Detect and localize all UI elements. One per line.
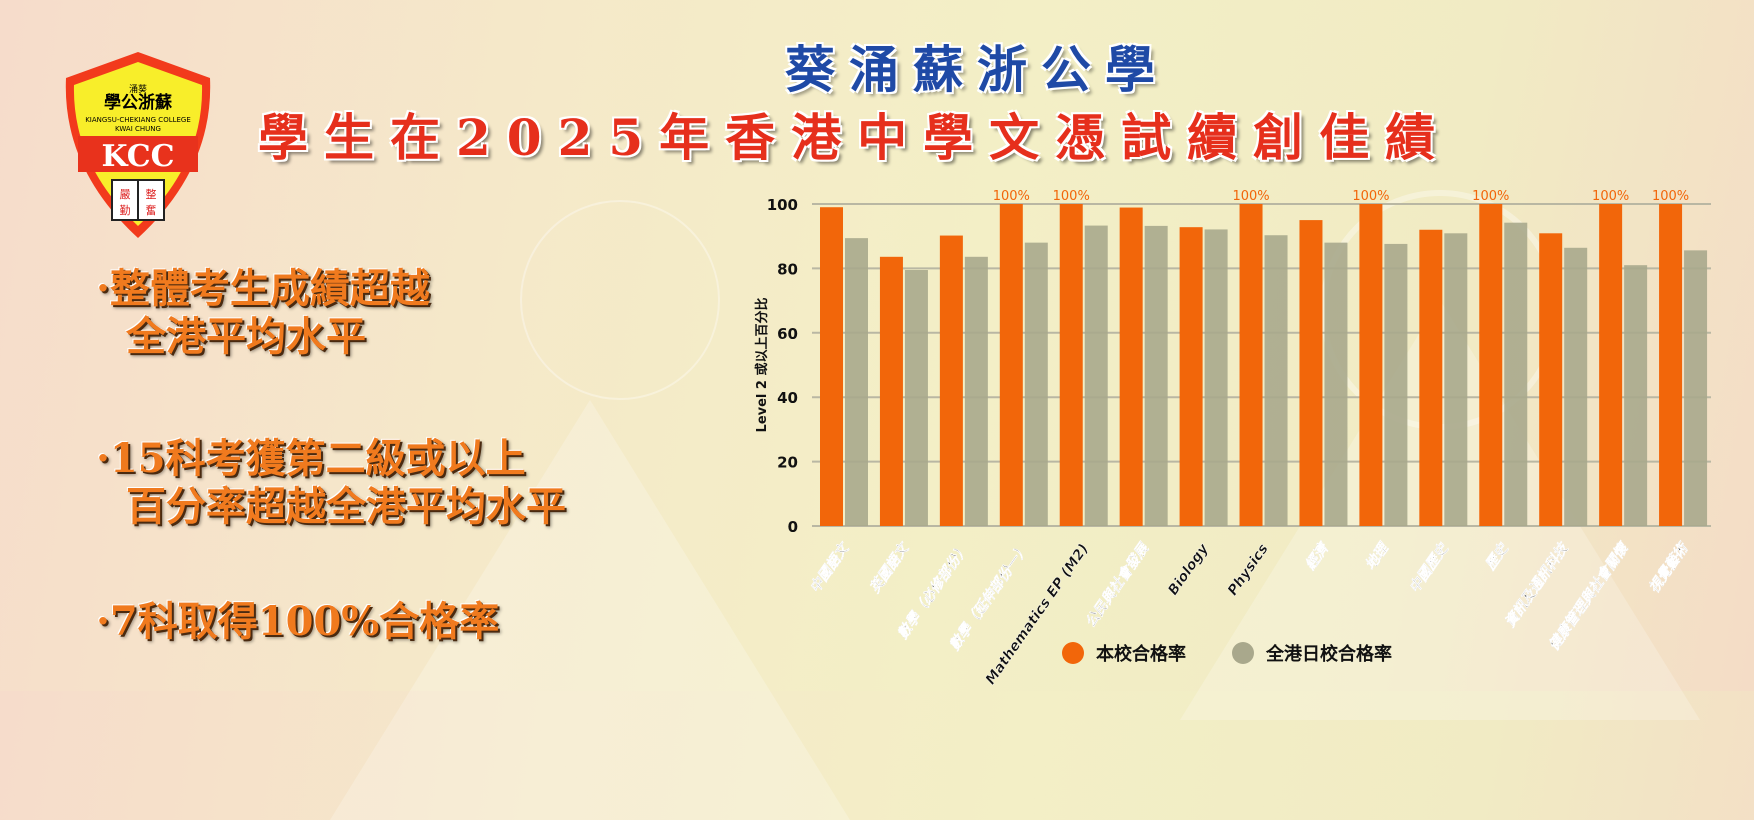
bar-hk — [1264, 235, 1288, 526]
bar-school — [1539, 233, 1563, 526]
bar-hk — [1624, 265, 1648, 526]
y-tick-label: 20 — [777, 454, 798, 472]
data-label: 100% — [1652, 189, 1689, 204]
bar-hk — [1084, 225, 1108, 526]
x-tick-label: 中國歷史 — [1406, 539, 1453, 596]
bar-school — [999, 204, 1023, 526]
highlight-2: ·15科考獲第二級或以上 百分率超越全港平均水平 — [96, 435, 566, 530]
y-tick-label: 80 — [777, 260, 798, 278]
y-tick-label: 60 — [777, 325, 798, 343]
highlight-1: ·整體考生成績超越 全港平均水平 — [96, 265, 430, 360]
bar-school — [1119, 207, 1143, 527]
bar-hk — [1144, 225, 1168, 526]
bar-school — [1359, 204, 1383, 526]
data-label: 100% — [1592, 189, 1629, 204]
bar-hk — [1024, 242, 1048, 526]
bar-hk — [904, 270, 928, 526]
bar-hk — [1204, 229, 1228, 527]
data-label: 100% — [1232, 189, 1269, 204]
x-tick-label: 地理 — [1362, 539, 1393, 573]
legend-hk: 全港日校合格率 — [1232, 640, 1392, 666]
bar-hk — [1504, 222, 1528, 526]
y-tick-label: 100 — [767, 196, 798, 214]
bar-school — [1479, 204, 1503, 526]
legend-school: 本校合格率 — [1062, 640, 1186, 666]
bar-school — [1419, 229, 1443, 526]
x-tick-label: 英國語文 — [866, 538, 914, 597]
highlight-3: ·7科取得100%合格率 — [96, 598, 500, 645]
x-tick-label: Biology — [1165, 540, 1212, 598]
x-tick-label: Physics — [1225, 541, 1272, 599]
x-tick-label: 經濟 — [1301, 538, 1333, 574]
x-tick-label: 中國語文 — [806, 538, 854, 596]
x-tick-label: 資訊及通訊科技 — [1501, 539, 1572, 631]
bar-hk — [1324, 242, 1348, 526]
svg-text:整: 整 — [146, 187, 157, 201]
decor-circle — [520, 200, 720, 400]
bar-school — [1659, 204, 1683, 526]
school-name-title: 葵涌蘇浙公學 — [785, 40, 1169, 99]
svg-text:學公浙蘇: 學公浙蘇 — [104, 92, 172, 113]
y-axis-label: Level 2 或以上百分比 — [754, 298, 770, 433]
bar-school — [939, 235, 963, 526]
bar-school — [1179, 227, 1203, 526]
bar-hk — [1564, 247, 1588, 527]
bar-hk — [964, 256, 988, 526]
headline-title: 學生在2025年香港中學文憑試續創佳績 — [258, 108, 1452, 167]
bar-school — [1299, 220, 1323, 526]
svg-text:嚴: 嚴 — [120, 188, 131, 201]
bar-hk — [845, 238, 868, 526]
x-tick-label: 視覺藝術 — [1645, 538, 1693, 596]
svg-text:KIANGSU-CHEKIANG COLLEGE: KIANGSU-CHEKIANG COLLEGE — [85, 116, 191, 124]
svg-text:KCC: KCC — [101, 139, 174, 174]
svg-text:KWAI CHUNG: KWAI CHUNG — [115, 125, 161, 133]
bar-school — [879, 256, 903, 526]
data-label: 100% — [1472, 189, 1509, 204]
data-label: 100% — [993, 189, 1030, 204]
bar-school — [1059, 204, 1083, 526]
data-label: 100% — [1053, 189, 1090, 204]
x-tick-label: 歷史 — [1482, 539, 1513, 574]
bar-school — [1239, 204, 1263, 526]
bar-school — [1599, 204, 1623, 526]
y-tick-label: 40 — [777, 389, 798, 407]
data-label: 100% — [1352, 189, 1389, 204]
legend-swatch-school — [1062, 642, 1084, 664]
svg-text:奮: 奮 — [146, 203, 157, 217]
school-logo: 涌葵 學公浙蘇 KIANGSU-CHEKIANG COLLEGE KWAI CH… — [65, 52, 211, 238]
x-tick-label: 公民與社會發展 — [1082, 539, 1153, 631]
svg-text:涌葵: 涌葵 — [129, 83, 147, 95]
svg-text:勤: 勤 — [120, 204, 131, 217]
bar-hk — [1684, 250, 1708, 527]
y-tick-label: 0 — [788, 518, 798, 536]
legend-swatch-hk — [1232, 642, 1254, 664]
bar-hk — [1384, 243, 1408, 527]
bar-school — [820, 207, 843, 526]
bar-hk — [1444, 233, 1468, 526]
